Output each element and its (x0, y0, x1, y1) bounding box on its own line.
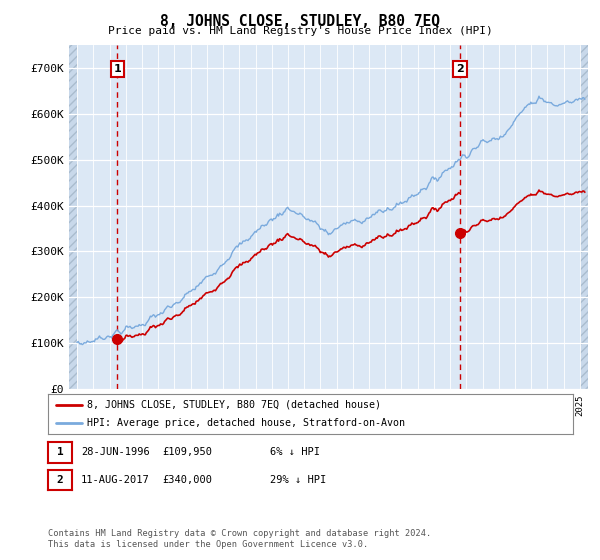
Bar (69, 45, 77, 389)
Text: 6% ↓ HPI: 6% ↓ HPI (270, 447, 320, 458)
Text: 1: 1 (113, 64, 121, 74)
Text: 2: 2 (56, 475, 64, 485)
Text: HPI: Average price, detached house, Stratford-on-Avon: HPI: Average price, detached house, Stra… (88, 418, 406, 428)
Text: £340,000: £340,000 (162, 475, 212, 485)
Text: 8, JOHNS CLOSE, STUDLEY, B80 7EQ (detached house): 8, JOHNS CLOSE, STUDLEY, B80 7EQ (detach… (88, 400, 382, 409)
Bar (580, 45, 588, 389)
Text: Contains HM Land Registry data © Crown copyright and database right 2024.
This d: Contains HM Land Registry data © Crown c… (48, 529, 431, 549)
Text: £109,950: £109,950 (162, 447, 212, 458)
Text: 2: 2 (456, 64, 464, 74)
Text: Price paid vs. HM Land Registry's House Price Index (HPI): Price paid vs. HM Land Registry's House … (107, 26, 493, 36)
Text: 29% ↓ HPI: 29% ↓ HPI (270, 475, 326, 485)
Text: 11-AUG-2017: 11-AUG-2017 (81, 475, 150, 485)
Text: 1: 1 (56, 447, 64, 458)
Text: 28-JUN-1996: 28-JUN-1996 (81, 447, 150, 458)
Text: 8, JOHNS CLOSE, STUDLEY, B80 7EQ: 8, JOHNS CLOSE, STUDLEY, B80 7EQ (160, 14, 440, 29)
